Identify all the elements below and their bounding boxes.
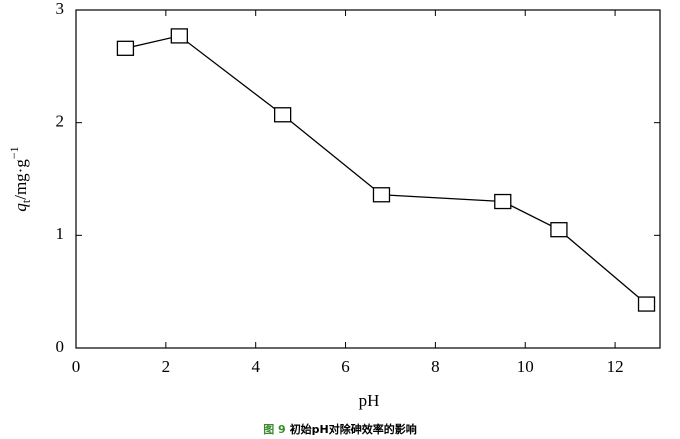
x-tick-label: 12 <box>607 357 624 376</box>
y-label-unit: /mg·g <box>11 159 30 200</box>
marker <box>273 107 292 123</box>
x-tick-label: 0 <box>72 357 81 376</box>
plot-frame <box>75 9 661 349</box>
y-tick-label: 1 <box>56 224 65 243</box>
marker <box>116 40 135 56</box>
caption-text: 初始pH对除砷效率的影响 <box>290 422 417 436</box>
y-axis-label: qt/mg·g−1 <box>7 146 33 211</box>
marker <box>637 296 656 312</box>
y-tick-label: 0 <box>56 337 65 356</box>
x-tick-label: 10 <box>517 357 534 376</box>
x-tick-label: 4 <box>251 357 260 376</box>
data-line <box>125 35 647 305</box>
x-tick-label: 2 <box>162 357 171 376</box>
y-label-subscript: t <box>19 199 33 203</box>
marker <box>494 193 512 210</box>
y-tick-label: 3 <box>56 0 65 18</box>
caption-label: 图 9 <box>263 423 285 436</box>
x-tick-label: 6 <box>341 357 350 376</box>
x-tick-label: 8 <box>431 357 440 376</box>
x-axis-label: pH <box>359 391 380 410</box>
y-label-superscript: −1 <box>7 146 21 159</box>
marker <box>372 187 391 203</box>
y-label-symbol: q <box>11 203 30 212</box>
y-tick-label: 2 <box>56 112 65 131</box>
marker <box>550 222 568 238</box>
marker <box>170 28 188 44</box>
caption: 图 9 初始pH对除砷效率的影响 <box>263 422 417 436</box>
